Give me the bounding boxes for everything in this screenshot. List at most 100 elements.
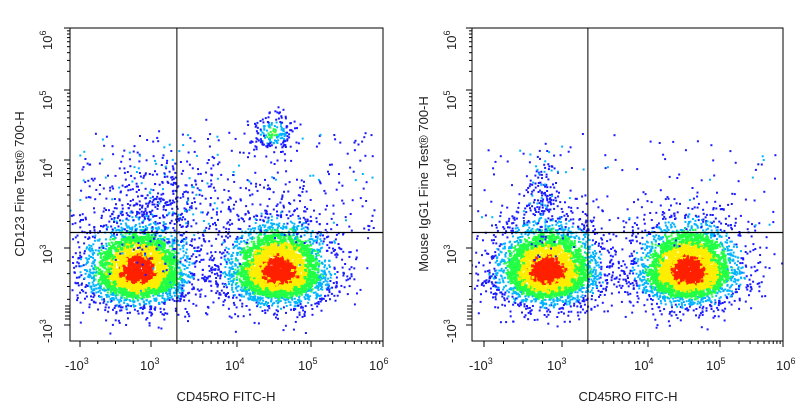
density-point <box>95 268 97 271</box>
density-point <box>153 299 156 302</box>
density-point <box>227 221 230 224</box>
density-point <box>154 251 158 255</box>
density-point <box>231 288 234 291</box>
density-point <box>112 187 115 190</box>
density-point <box>115 207 118 210</box>
density-point <box>290 275 294 279</box>
density-point <box>169 258 173 262</box>
density-point <box>288 286 292 290</box>
density-point <box>225 235 228 238</box>
density-point <box>92 275 95 278</box>
density-point <box>266 244 270 248</box>
density-point <box>271 226 274 229</box>
density-point <box>120 272 124 276</box>
density-point <box>323 260 326 263</box>
density-point <box>294 308 297 311</box>
density-point <box>275 248 279 252</box>
density-point <box>256 241 260 245</box>
density-point <box>293 270 297 274</box>
density-point <box>293 301 296 303</box>
density-point <box>333 267 336 270</box>
density-point <box>222 251 225 254</box>
density-point <box>157 289 161 293</box>
density-point <box>253 273 256 277</box>
density-point <box>150 311 153 314</box>
density-point <box>142 289 146 293</box>
density-point <box>147 249 151 253</box>
density-point <box>168 296 171 299</box>
density-point <box>241 268 244 271</box>
density-point <box>241 290 244 293</box>
density-point <box>149 243 153 247</box>
density-point <box>58 274 60 276</box>
density-point <box>148 280 151 284</box>
density-point <box>166 227 169 230</box>
density-point <box>324 279 327 282</box>
density-point <box>249 247 253 251</box>
density-point <box>296 261 300 265</box>
density-point <box>258 275 262 279</box>
density-point <box>324 228 327 231</box>
density-point <box>310 278 314 282</box>
density-point <box>188 315 191 318</box>
density-point <box>287 300 290 303</box>
density-point <box>295 286 299 290</box>
density-point <box>268 225 271 228</box>
density-point <box>285 311 287 314</box>
density-point <box>123 271 127 275</box>
density-point <box>97 272 100 275</box>
density-point <box>248 189 251 192</box>
density-point <box>293 307 295 310</box>
density-point <box>184 281 187 284</box>
density-point <box>113 262 116 266</box>
density-point <box>143 296 146 299</box>
density-point <box>263 235 267 239</box>
density-point <box>238 271 242 275</box>
density-point <box>256 263 260 267</box>
density-point <box>84 263 87 266</box>
density-point <box>344 263 347 265</box>
density-point <box>178 284 181 287</box>
density-point <box>141 275 145 279</box>
density-point <box>111 297 114 300</box>
density-point <box>141 215 144 218</box>
density-point <box>127 219 130 222</box>
density-point <box>253 215 256 218</box>
density-point <box>303 315 306 317</box>
density-point <box>235 278 238 281</box>
density-point <box>185 260 188 263</box>
density-point <box>264 250 268 254</box>
density-point <box>133 305 135 308</box>
density-point <box>300 300 303 303</box>
density-point <box>184 264 187 267</box>
density-point <box>320 309 323 312</box>
density-point <box>219 251 221 254</box>
density-point <box>116 216 119 219</box>
density-point <box>291 239 295 243</box>
density-point <box>104 306 107 309</box>
density-point <box>172 280 175 283</box>
density-point <box>110 241 113 244</box>
density-point <box>210 244 213 247</box>
density-point <box>232 291 235 293</box>
density-point <box>185 251 188 254</box>
density-point <box>298 295 301 298</box>
density-point <box>127 291 131 295</box>
density-point <box>192 286 195 289</box>
density-point <box>239 199 242 202</box>
density-point <box>277 317 279 320</box>
density-point <box>175 251 178 254</box>
density-point <box>132 251 136 255</box>
density-point <box>297 285 301 288</box>
density-point <box>336 223 339 226</box>
density-point <box>308 255 312 259</box>
density-point <box>210 289 213 292</box>
density-point <box>129 200 132 202</box>
density-point <box>299 194 302 197</box>
density-point <box>121 264 125 268</box>
density-point <box>272 233 276 237</box>
density-point <box>283 298 286 301</box>
density-point <box>132 288 136 292</box>
density-point <box>315 258 318 261</box>
density-point <box>233 294 236 296</box>
